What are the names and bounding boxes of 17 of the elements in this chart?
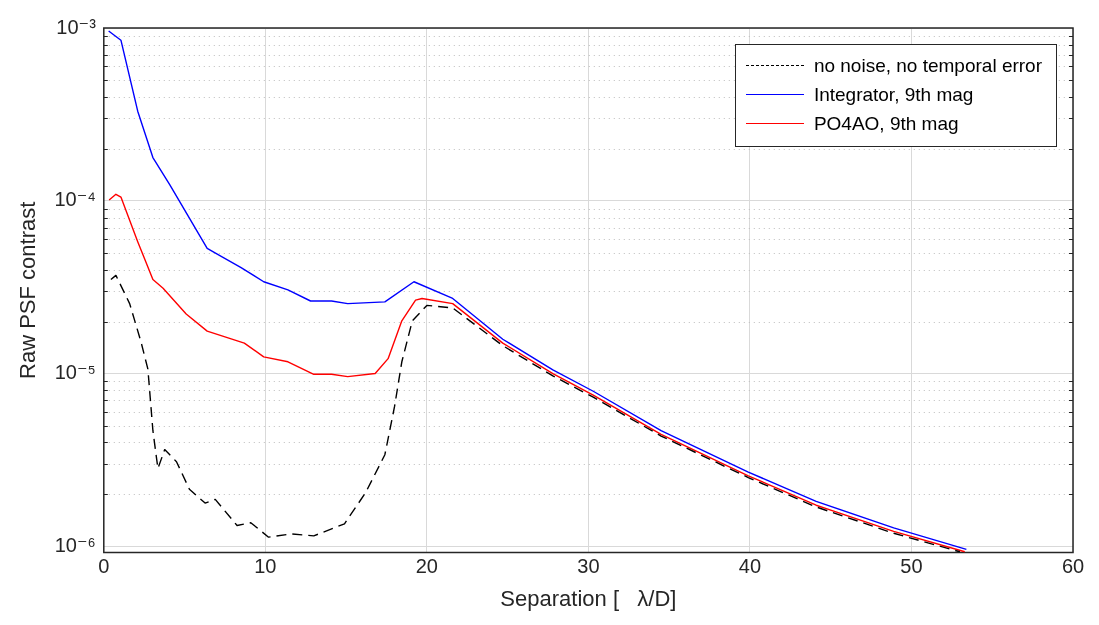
x-tick-label: 0 — [98, 555, 110, 578]
x-tick-label: 30 — [577, 555, 600, 578]
x-tick-label: 50 — [900, 555, 923, 578]
legend-label: no noise, no temporal error — [813, 54, 1042, 78]
y-tick-label: 10⁻³ — [56, 15, 97, 38]
line-series — [110, 274, 961, 553]
legend-label: PO4AO, 9th mag — [813, 112, 959, 136]
legend-label: Integrator, 9th mag — [813, 83, 974, 107]
y-axis-title: Raw PSF contrast — [15, 201, 41, 379]
x-tick-label: 10 — [254, 555, 277, 578]
x-axis-title: Separation [ λ/D] — [500, 585, 677, 611]
x-tick-label: 40 — [738, 555, 762, 578]
y-tick-label: 10⁻⁶ — [54, 533, 96, 556]
y-tick-label: 10⁻⁴ — [54, 188, 96, 211]
x-tick-label: 20 — [415, 555, 438, 578]
y-tick-label: 10⁻⁵ — [54, 361, 96, 384]
x-tick-label: 60 — [1061, 555, 1085, 578]
